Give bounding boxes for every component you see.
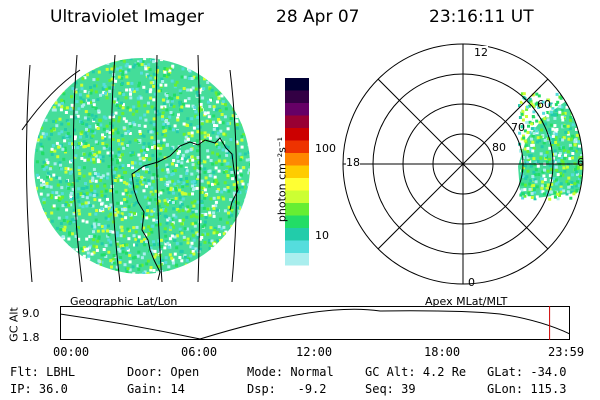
colorbar-swatch	[285, 240, 309, 254]
status-gain: Gain: 14	[127, 382, 185, 396]
timeline-xtick-1: 06:00	[181, 345, 218, 359]
colorbar-swatch	[285, 128, 309, 141]
timeline-plot	[60, 306, 570, 340]
geographic-image	[21, 54, 250, 283]
polar-diag-2	[377, 78, 549, 250]
coastline	[131, 137, 239, 281]
polar-plot	[342, 43, 584, 285]
status-dsp: Dsp: -9.2	[247, 382, 327, 396]
lon-grid-lines	[21, 54, 238, 283]
colorbar-tick-100: 100	[315, 142, 336, 155]
colorbar-swatch	[285, 153, 309, 166]
timeline-xtick-0: 00:00	[53, 345, 90, 359]
timeline-ytick-max: 9.0	[22, 307, 40, 320]
lat-label-70: 70	[511, 121, 525, 134]
colorbar	[285, 78, 309, 278]
colorbar-swatch	[285, 115, 309, 129]
status-seq: Seq: 39	[365, 382, 416, 396]
colorbar-swatch	[285, 140, 309, 154]
colorbar-tick-10: 10	[315, 229, 329, 242]
status-mode: Mode: Normal	[247, 365, 334, 379]
timeline-ytick-min: 1.8	[22, 331, 40, 344]
timeline-frame	[60, 306, 570, 340]
timeline-xtick-3: 18:00	[424, 345, 461, 359]
mlt-label-12: 12	[474, 46, 488, 59]
mlt-label-0: 0	[468, 276, 475, 289]
status-flt: Flt: LBHL	[10, 365, 76, 379]
polar-label: Apex MLat/MLT	[425, 295, 508, 308]
app-title: Ultraviolet Imager	[50, 7, 204, 27]
lat-label-80: 80	[492, 141, 506, 154]
colorbar-unit-label: photon cm⁻²s⁻¹	[275, 136, 289, 223]
geographic-label: Geographic Lat/Lon	[70, 295, 178, 308]
mlt-label-6: 6	[577, 156, 584, 169]
colorbar-swatch	[285, 178, 309, 191]
timeline-xtick-2: 12:00	[296, 345, 333, 359]
status-gc-alt: GC Alt: 4.2 Re	[365, 365, 467, 379]
timeline-xtick-4: 23:59	[548, 345, 585, 359]
mlt-label-18: 18	[346, 156, 360, 169]
colorbar-swatch	[285, 190, 309, 204]
colorbar-swatch	[285, 90, 309, 104]
time-label: 23:16:11 UT	[429, 7, 534, 27]
lat-label-60: 60	[537, 98, 551, 111]
altitude-curve	[60, 308, 570, 340]
colorbar-swatch	[285, 228, 309, 241]
date-label: 28 Apr 07	[276, 7, 360, 27]
timeline-ylabel: GC Alt	[7, 307, 21, 342]
status-door: Door: Open	[127, 365, 200, 379]
colorbar-swatch	[285, 103, 309, 116]
status-glon: GLon: 115.3	[487, 382, 567, 396]
colorbar-swatch	[285, 203, 309, 216]
colorbar-swatch	[285, 165, 309, 179]
colorbar-swatch	[285, 78, 309, 91]
status-ip: IP: 36.0	[10, 382, 68, 396]
colorbar-swatch	[285, 253, 309, 266]
colorbar-swatch	[285, 215, 309, 229]
colorbar-swatch	[285, 265, 309, 278]
status-glat: GLat: -34.0	[487, 365, 567, 379]
